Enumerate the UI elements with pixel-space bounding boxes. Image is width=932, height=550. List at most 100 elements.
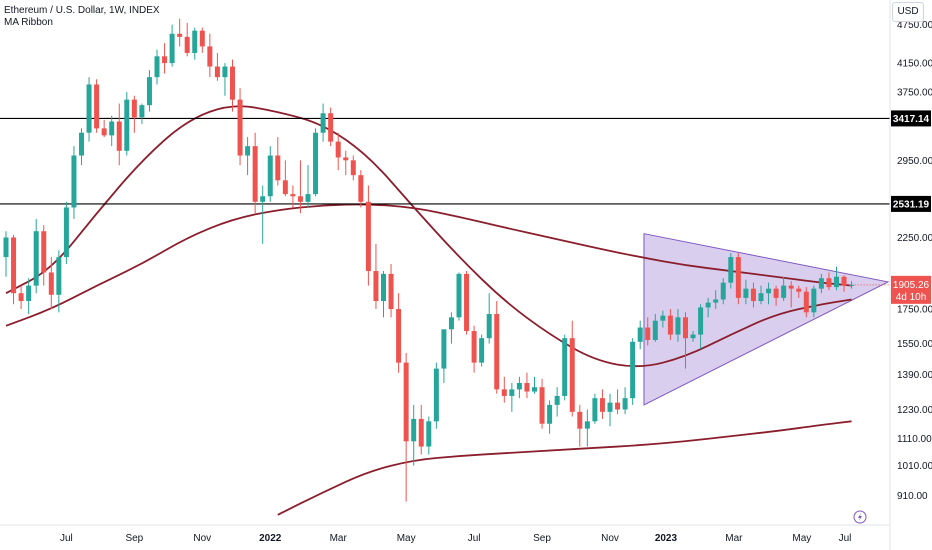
- candle: [426, 416, 432, 455]
- candle-body: [750, 288, 756, 302]
- candle: [48, 257, 54, 310]
- candle-body: [448, 317, 454, 330]
- candle: [584, 409, 590, 447]
- candle: [758, 285, 764, 305]
- candle: [184, 22, 190, 57]
- candle-body: [418, 418, 424, 447]
- candle: [124, 91, 130, 156]
- lightning-icon[interactable]: [853, 510, 867, 524]
- candle: [532, 376, 537, 394]
- y-tick-label: 1550.00: [897, 339, 932, 350]
- candle-body: [615, 402, 621, 410]
- candle: [237, 88, 243, 166]
- candle: [494, 301, 500, 394]
- candle-body: [252, 146, 258, 202]
- candle: [214, 52, 220, 81]
- candle: [471, 325, 477, 373]
- candle: [803, 287, 809, 318]
- x-tick-label: Sep: [533, 533, 551, 544]
- candle: [252, 132, 258, 214]
- candle-body: [230, 66, 235, 100]
- candle-body: [313, 132, 319, 195]
- candle-body: [192, 30, 198, 53]
- candle: [26, 278, 32, 314]
- candle-body: [471, 331, 477, 363]
- candle-body: [154, 56, 160, 78]
- candle-body: [48, 272, 54, 295]
- candle-body: [728, 257, 734, 283]
- candle-body: [584, 421, 590, 429]
- candle-body: [381, 273, 386, 302]
- candle-body: [109, 121, 115, 136]
- candle-body: [637, 327, 643, 342]
- candle: [622, 387, 628, 415]
- candle-body: [297, 196, 303, 202]
- candle: [116, 103, 122, 166]
- candle: [630, 338, 636, 405]
- candle-body: [532, 387, 537, 392]
- candle: [615, 389, 621, 415]
- candle-body: [33, 231, 39, 286]
- candle-body: [622, 398, 628, 410]
- candle: [501, 376, 507, 403]
- candle: [275, 137, 281, 186]
- candle-body: [818, 278, 824, 289]
- candle: [131, 95, 137, 133]
- candle: [418, 404, 424, 455]
- candle-body: [124, 99, 130, 151]
- candle: [660, 310, 666, 328]
- candle-body: [607, 402, 613, 412]
- candle-body: [433, 368, 439, 422]
- chart-legend: Ethereum / U.S. Dollar, 1W, INDEX MA Rib…: [4, 5, 160, 29]
- candle: [79, 128, 84, 166]
- y-tick-label: 1230.00: [897, 405, 932, 416]
- candle-body: [743, 288, 749, 298]
- candle-body: [652, 320, 658, 340]
- candle: [267, 146, 273, 202]
- candle: [796, 285, 802, 298]
- candle-body: [18, 293, 24, 302]
- x-tick-label: Jul: [468, 533, 481, 544]
- candle-body: [267, 155, 273, 197]
- candle: [260, 185, 266, 244]
- candle-body: [162, 56, 168, 64]
- candle-body: [275, 155, 281, 181]
- candle: [547, 400, 553, 434]
- candle: [524, 372, 530, 399]
- candle: [479, 334, 485, 367]
- candle-body: [698, 307, 704, 335]
- candle: [441, 329, 447, 383]
- candle: [11, 234, 17, 305]
- candle: [290, 185, 296, 208]
- candle-body: [79, 132, 84, 156]
- candle: [177, 18, 183, 47]
- candle-body: [199, 30, 205, 47]
- currency-button[interactable]: USD: [892, 2, 924, 22]
- level-tag-text: 2531.19: [893, 199, 930, 210]
- candle: [645, 317, 651, 346]
- x-tick-label: May: [397, 533, 416, 544]
- candle: [358, 170, 364, 208]
- candle: [539, 378, 545, 429]
- symbol-title: Ethereum / U.S. Dollar, 1W, INDEX: [4, 5, 160, 16]
- candle-body: [713, 299, 719, 303]
- level-price-tag: 2531.19: [891, 195, 931, 212]
- candle-body: [305, 194, 311, 202]
- candle: [350, 155, 356, 181]
- candle-body: [645, 327, 651, 340]
- ma-short-line: [5, 105, 852, 368]
- candle: [381, 271, 386, 318]
- candle: [448, 312, 454, 344]
- candle-body: [788, 285, 794, 289]
- candle: [735, 253, 741, 305]
- candle-body: [411, 418, 417, 442]
- candle: [781, 276, 787, 302]
- candle: [18, 285, 24, 310]
- candle-body: [441, 329, 447, 369]
- candle: [683, 312, 688, 369]
- candle-body: [388, 273, 394, 310]
- candle: [509, 382, 515, 412]
